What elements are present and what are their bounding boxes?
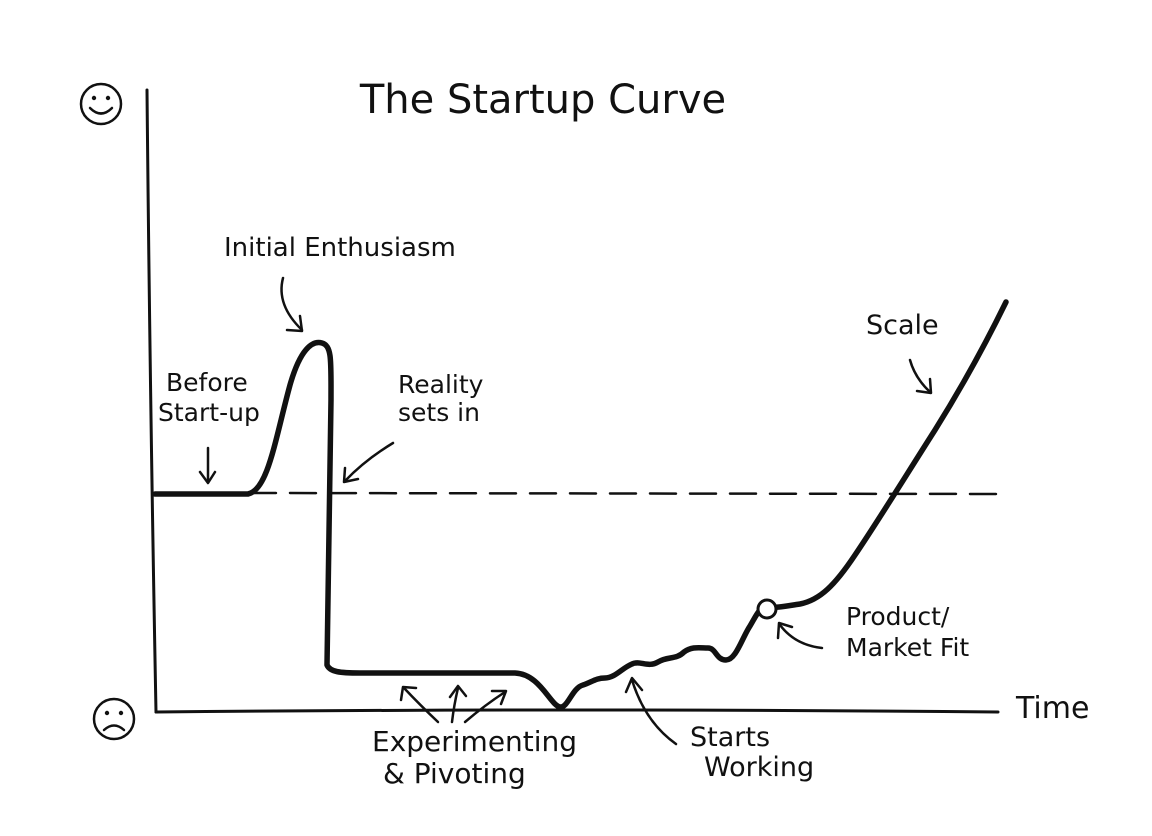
scale-label: Scale [866, 310, 939, 341]
product-market-fit-marker [756, 598, 778, 620]
starts-working-arrow [624, 676, 678, 746]
x-axis-label: Time [1015, 691, 1089, 726]
scale-arrow [908, 358, 933, 395]
starts-working-label-line2: Working [704, 752, 814, 783]
initial-enthusiasm-label: Initial Enthusiasm [224, 233, 456, 263]
sad-face-icon [92, 697, 136, 741]
product-market-fit-label-line2: Market Fit [846, 633, 969, 662]
startup-curve-line [152, 299, 1009, 710]
product-market-fit-label-line1: Product/ [846, 602, 950, 631]
experimenting-pivoting-label-line2: & Pivoting [383, 757, 526, 790]
experimenting-pivoting-arrows [399, 684, 508, 724]
reality-sets-in-label-line1: Reality [398, 370, 484, 399]
x-axis [154, 708, 1000, 714]
starts-working-label-line1: Starts [690, 722, 770, 753]
reality-sets-in-arrow [342, 441, 395, 484]
product-market-fit-arrow [776, 621, 824, 650]
diagram-title: The Startup Curve [359, 77, 726, 123]
initial-enthusiasm-arrow [280, 276, 304, 333]
baseline-dashed-line [248, 491, 1007, 496]
before-startup-arrow [198, 446, 217, 485]
before-startup-label-line1: Before [166, 368, 248, 397]
y-axis [145, 88, 158, 714]
reality-sets-in-label-line2: sets in [398, 398, 480, 427]
before-startup-label-line2: Start-up [158, 398, 260, 427]
happy-face-icon [79, 82, 123, 126]
experimenting-pivoting-label-line1: Experimenting [372, 725, 577, 758]
